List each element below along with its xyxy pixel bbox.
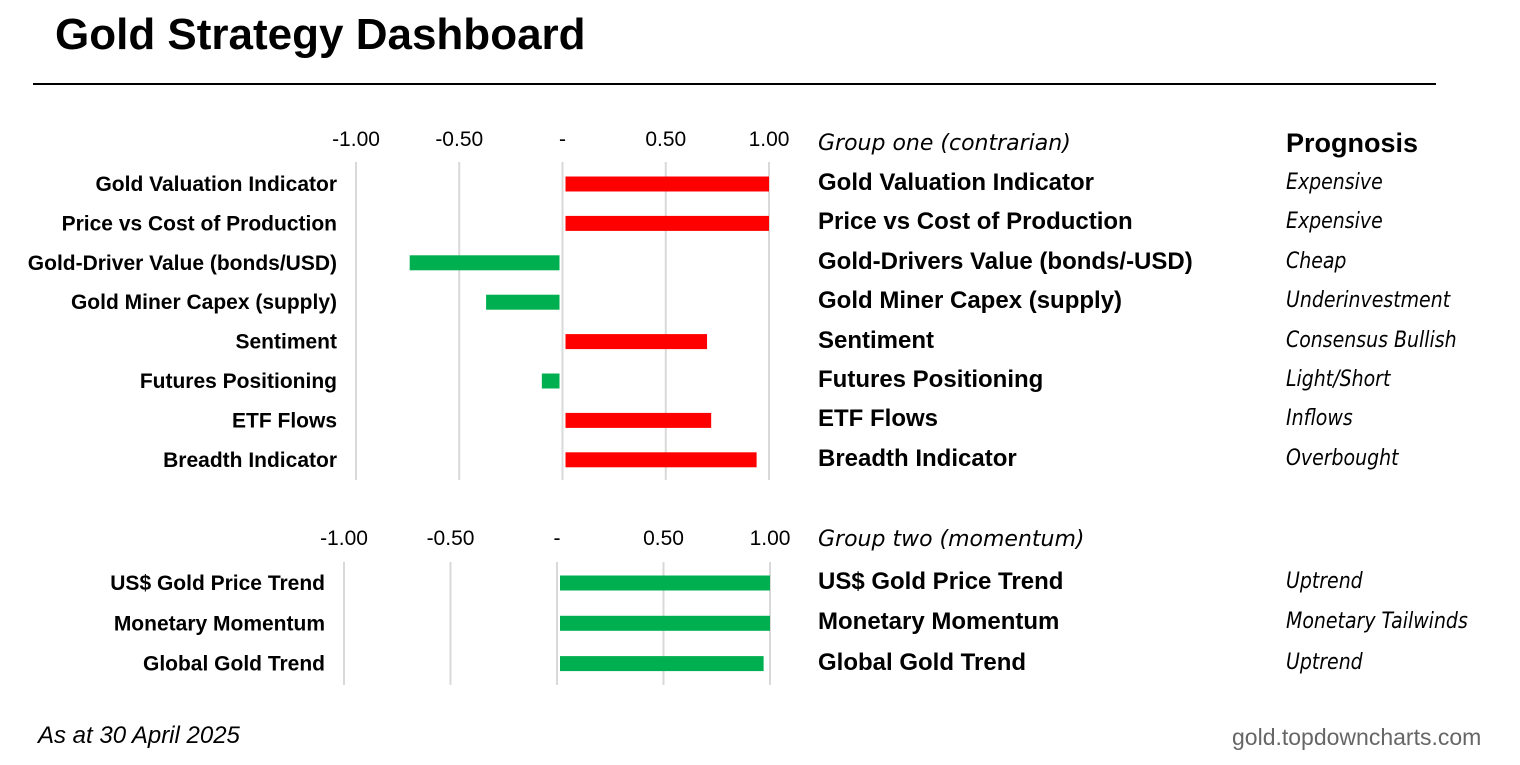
category-label: US$ Gold Price Trend (110, 572, 325, 595)
prognosis-value: Overbought (1286, 445, 1399, 471)
category-label: ETF Flows (232, 409, 337, 432)
category-label: Gold-Driver Value (bonds/USD) (28, 252, 337, 275)
indicator-label: Gold Miner Capex (supply) (818, 287, 1123, 315)
prognosis-value: Uptrend (1286, 649, 1363, 675)
tick-label: -0.50 (427, 527, 475, 550)
group-label: Group two (momentum) (818, 527, 1085, 552)
category-label: Breadth Indicator (163, 449, 337, 472)
tick-label: 0.50 (645, 128, 686, 151)
bar (486, 294, 560, 310)
tick-label: 1.00 (750, 527, 791, 550)
indicator-label: Global Gold Trend (818, 648, 1027, 676)
tick-label: -1.00 (332, 128, 380, 151)
category-label: Gold Valuation Indicator (95, 173, 337, 196)
indicator-label: Sentiment (818, 326, 935, 354)
category-label: Global Gold Trend (143, 653, 325, 676)
dashboard-title: Gold Strategy Dashboard (55, 10, 586, 59)
indicator-label: Monetary Momentum (818, 608, 1060, 636)
bar (541, 373, 560, 389)
prognosis-value: Uptrend (1286, 569, 1363, 594)
indicator-label: Gold-Drivers Value (bonds/-USD) (818, 247, 1193, 275)
indicator-label: US$ Gold Price Trend (818, 568, 1064, 595)
bar (565, 452, 757, 468)
prognosis-value: Expensive (1286, 209, 1383, 235)
indicator-label: Price vs Cost of Production (818, 208, 1133, 236)
category-label: Gold Miner Capex (supply) (71, 291, 337, 314)
indicator-label: ETF Flows (818, 405, 938, 433)
tick-label: 1.00 (749, 128, 790, 151)
prognosis-value: Light/Short (1286, 367, 1391, 392)
tick-label: - (559, 128, 566, 151)
category-label: Monetary Momentum (114, 612, 325, 635)
bar (560, 656, 764, 672)
bar (565, 215, 769, 231)
prognosis-value: Underinvestment (1286, 288, 1451, 314)
tick-label: -1.00 (320, 527, 368, 550)
tick-label: 0.50 (643, 527, 684, 550)
prognosis-value: Inflows (1286, 406, 1353, 432)
bar (409, 255, 560, 271)
category-label: Sentiment (235, 331, 337, 354)
bar (565, 176, 769, 192)
prognosis-value: Expensive (1286, 170, 1383, 195)
as-at-date: As at 30 April 2025 (38, 722, 240, 749)
prognosis-value: Consensus Bullish (1286, 327, 1457, 353)
prognosis-header: Prognosis (1286, 128, 1419, 158)
bar (560, 575, 770, 591)
indicator-label: Breadth Indicator (818, 444, 1017, 472)
bar (565, 412, 712, 428)
tick-label: -0.50 (435, 128, 483, 151)
indicator-label: Futures Positioning (818, 366, 1044, 393)
prognosis-value: Monetary Tailwinds (1286, 609, 1468, 635)
bar (565, 334, 708, 350)
group-label: Group one (contrarian) (818, 131, 1071, 156)
source-url: gold.topdowncharts.com (1232, 724, 1482, 750)
title-divider (33, 83, 1436, 85)
category-label: Futures Positioning (140, 370, 337, 393)
bar (560, 615, 770, 631)
prognosis-value: Cheap (1286, 248, 1347, 274)
category-label: Price vs Cost of Production (62, 212, 337, 235)
tick-label: - (554, 527, 561, 550)
indicator-label: Gold Valuation Indicator (818, 169, 1095, 196)
